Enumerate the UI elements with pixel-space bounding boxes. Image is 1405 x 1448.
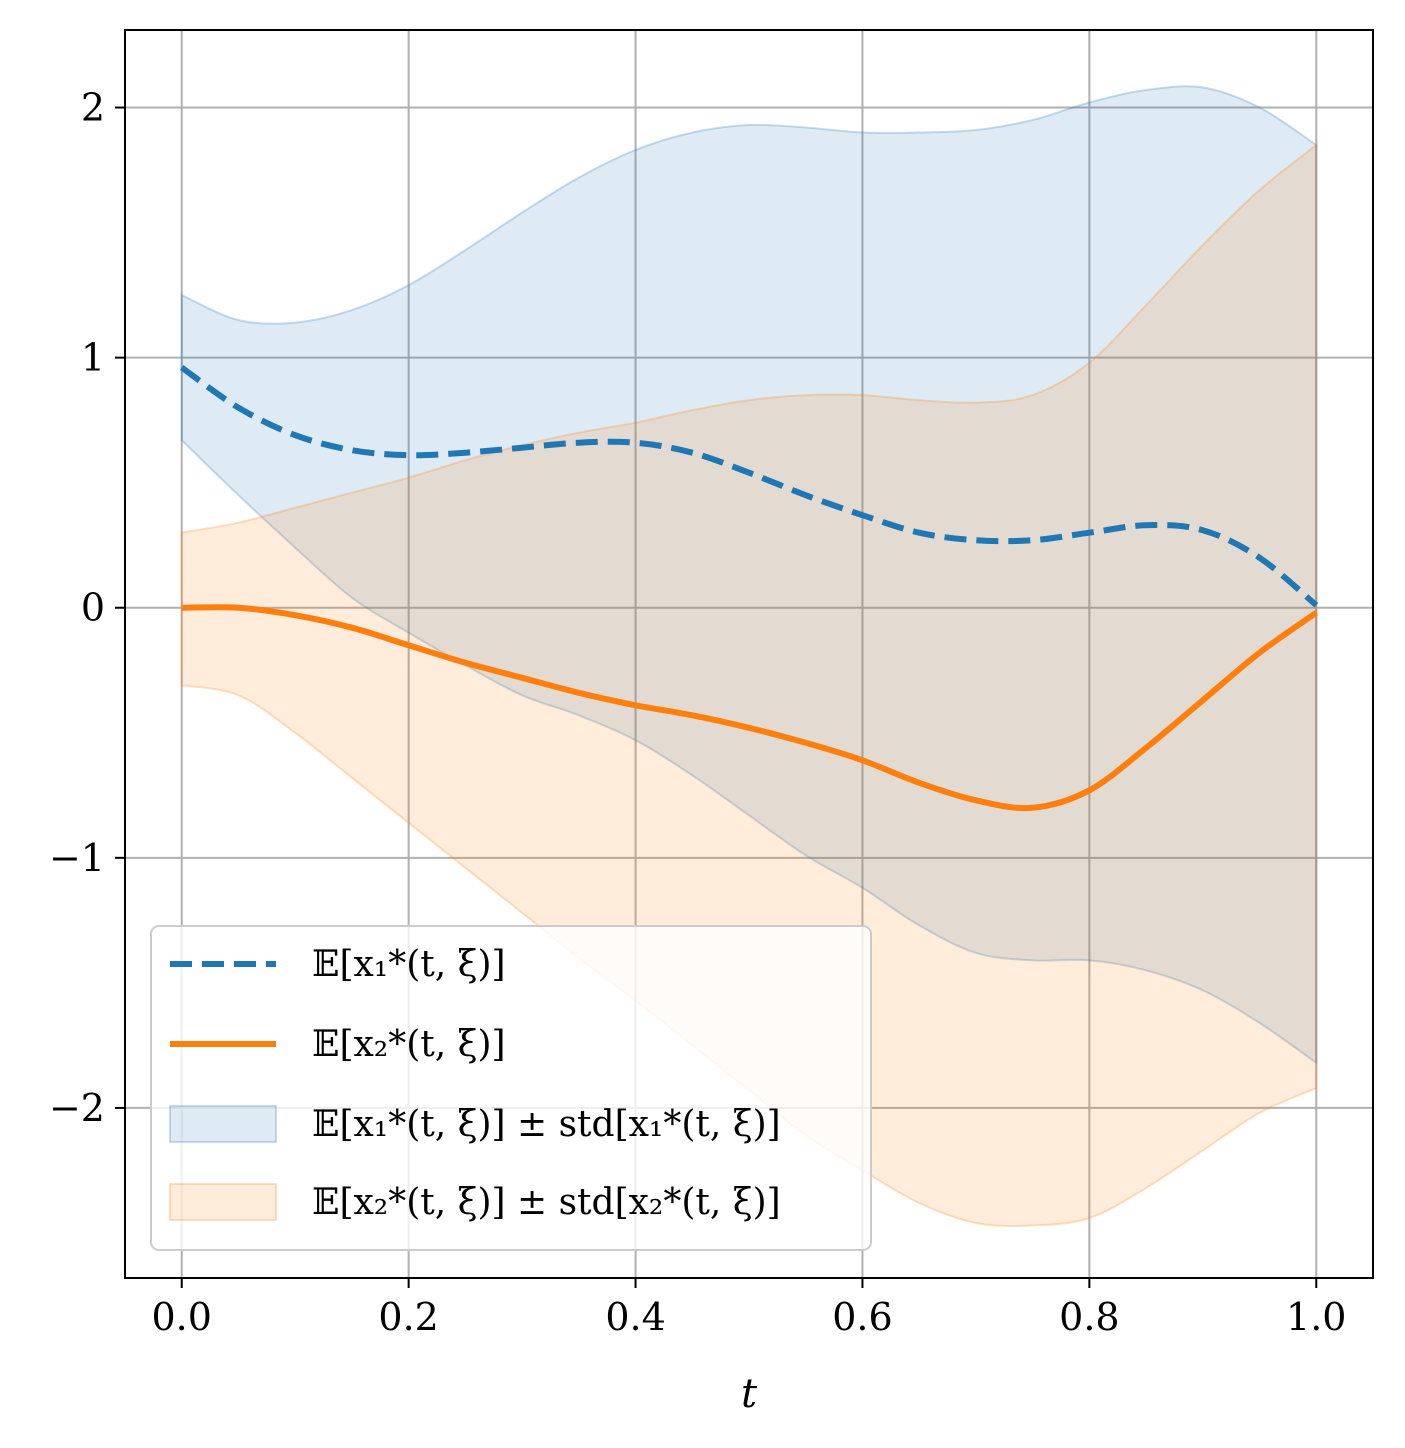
y-tick-label-0: 2	[81, 86, 105, 130]
ticks: 0.0 0.2 0.4 0.6 0.8 1.0 2 1 0 −1 −2	[49, 86, 1347, 1339]
x-tick-label-0: 0.0	[152, 1295, 212, 1339]
legend: 𝔼[x₁*(t, ξ)] 𝔼[x₂*(t, ξ)] 𝔼[x₁*(t, ξ)] ± s…	[150, 925, 872, 1251]
y-tick-label-4: −2	[49, 1086, 105, 1130]
legend-label-series-2: 𝔼[x₂*(t, ξ)]	[312, 1024, 506, 1065]
legend-handle-band-1	[169, 1105, 277, 1143]
series-line-2	[181, 604, 1319, 812]
legend-label-series-1: 𝔼[x₁*(t, ξ)]	[312, 944, 506, 985]
x-tick-label-5: 1.0	[1286, 1295, 1346, 1339]
band-1	[180, 85, 1318, 1065]
y-tick-label-2: 0	[81, 586, 105, 630]
plot-frame	[124, 29, 1374, 1279]
x-axis-label: t	[741, 1371, 758, 1417]
x-tick-label-2: 0.4	[605, 1295, 665, 1339]
x-tick-label-1: 0.2	[378, 1295, 438, 1339]
legend-label-band-2: 𝔼[x₂*(t, ξ)] ± std[x₂*(t, ξ)]	[312, 1182, 781, 1223]
x-tick-label-3: 0.6	[832, 1295, 892, 1339]
x-tick-label-4: 0.8	[1059, 1295, 1119, 1339]
y-tick-label-3: −1	[49, 836, 105, 880]
legend-label-band-1: 𝔼[x₁*(t, ξ)] ± std[x₁*(t, ξ)]	[312, 1104, 781, 1145]
legend-handle-band-2	[169, 1183, 277, 1221]
series-line-1	[179, 365, 1319, 608]
series-lines	[179, 365, 1319, 812]
legend-box	[150, 925, 872, 1251]
y-tick-label-1: 1	[81, 336, 105, 380]
